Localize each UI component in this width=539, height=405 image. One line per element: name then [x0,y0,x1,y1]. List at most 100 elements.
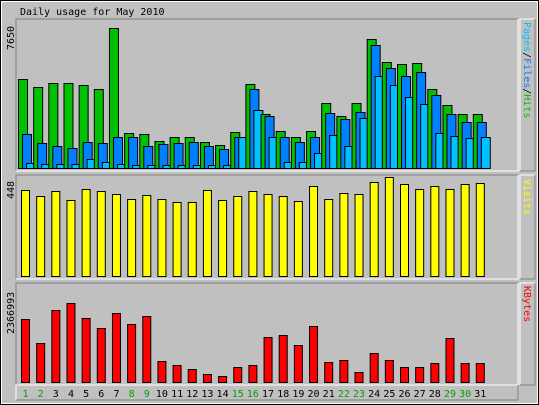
visits-bar-26 [400,184,409,277]
legend-separator: / [521,52,532,58]
visits-bar-13 [202,190,212,277]
visits-bar-20 [309,186,319,277]
kbytes-bar-9 [142,316,152,383]
kbytes-bar-23 [354,372,364,383]
kbytes-bar-7 [111,313,121,383]
kbytes-bar-5 [81,318,91,383]
files-bar-12 [188,142,199,169]
day-label-5: 5 [83,389,89,400]
day-label-11: 11 [171,389,183,400]
day-label-26: 26 [398,389,410,400]
kbytes-bar-10 [157,361,167,383]
kbytes-bar-25 [384,360,394,383]
kbytes-bar-13 [202,374,212,383]
kbytes-bar-21 [324,362,334,383]
xaxis-box [15,384,519,401]
day-label-15: 15 [232,389,244,400]
day-label-9: 9 [144,389,150,400]
hits-ymax-label: 7650 [6,26,17,50]
visits-bar-21 [324,199,334,277]
legend-box-1-edge-light [519,18,535,171]
legend-box-2-edge-dark [520,175,536,280]
legend-separator: / [521,88,532,94]
day-label-18: 18 [277,389,289,400]
visits-bar-2 [36,196,46,277]
visits-bar-11 [172,202,182,277]
visits-bar-5 [81,189,91,277]
kbytes-bar-19 [293,345,303,383]
visits-bar-3 [51,191,61,277]
visits-bar-1 [21,190,30,277]
day-label-16: 16 [247,389,259,400]
visits-bar-28 [430,186,440,277]
kbytes-bar-20 [309,326,319,383]
day-label-25: 25 [383,389,395,400]
kbytes-bar-11 [172,365,182,383]
day-label-24: 24 [368,389,380,400]
visits-bar-25 [384,177,394,277]
kbytes-bar-27 [415,367,425,383]
visits-bar-15 [233,196,243,277]
visits-bar-23 [354,194,364,277]
files-bar-8 [128,137,139,169]
legend-hits: Hits [521,94,532,118]
kbytes-bar-29 [445,338,455,383]
visits-bar-19 [293,201,303,277]
pages-bar-31 [480,137,491,169]
legend-box-2 [519,174,536,280]
panel-1-edge-dark [16,19,519,172]
day-label-10: 10 [156,389,168,400]
day-label-20: 20 [308,389,320,400]
kbytes-bar-18 [278,335,288,383]
kbytes-bar-30 [460,363,470,383]
visits-bar-17 [263,194,273,277]
files-bar-11 [173,143,184,169]
day-label-12: 12 [186,389,198,400]
day-label-17: 17 [262,389,274,400]
visits-bar-6 [96,191,106,277]
kbytes-bar-8 [127,324,137,383]
visits-bar-29 [445,189,455,277]
day-label-3: 3 [53,389,59,400]
kbytes-bar-24 [369,353,379,383]
day-label-31: 31 [474,389,486,400]
kbytes-bar-1 [21,319,30,383]
legend-box-1-fill [520,19,535,171]
kbytes-bar-14 [218,376,228,383]
legend-box-3-edge-light [519,282,535,385]
day-label-29: 29 [444,389,456,400]
panel-1-edge-light [15,18,518,171]
kbytes-bar-26 [400,367,409,383]
legend-box-3-edge-dark [520,283,536,386]
day-label-22: 22 [338,389,350,400]
kbytes-bar-15 [233,367,243,383]
visits-bar-10 [157,199,167,277]
legend-kbytes: KBytes [521,286,532,322]
day-label-21: 21 [323,389,335,400]
visits-bar-7 [111,194,121,277]
day-label-14: 14 [217,389,229,400]
legend-pages: Pages [521,22,532,52]
legend-box-2-edge-light [519,174,535,279]
day-label-30: 30 [459,389,471,400]
day-label-4: 4 [68,389,74,400]
kbytes-bar-16 [248,365,258,383]
xaxis-box-edge-dark [16,385,519,401]
visits-bar-4 [66,200,76,277]
day-label-7: 7 [113,389,119,400]
visits-bar-24 [369,182,379,277]
kbytes-bar-4 [66,303,76,383]
kbytes-bar-28 [430,363,440,383]
visits-bar-8 [127,199,137,277]
visits-bar-14 [218,200,228,277]
day-label-23: 23 [353,389,365,400]
panel-3-edge-light [15,282,518,385]
chart-title: Daily usage for May 2010 [20,7,165,18]
files-bar-7 [112,137,123,169]
panel-2-edge-dark [16,175,519,280]
legend-files: Files [521,58,532,88]
legend-box-3-fill [520,283,535,385]
